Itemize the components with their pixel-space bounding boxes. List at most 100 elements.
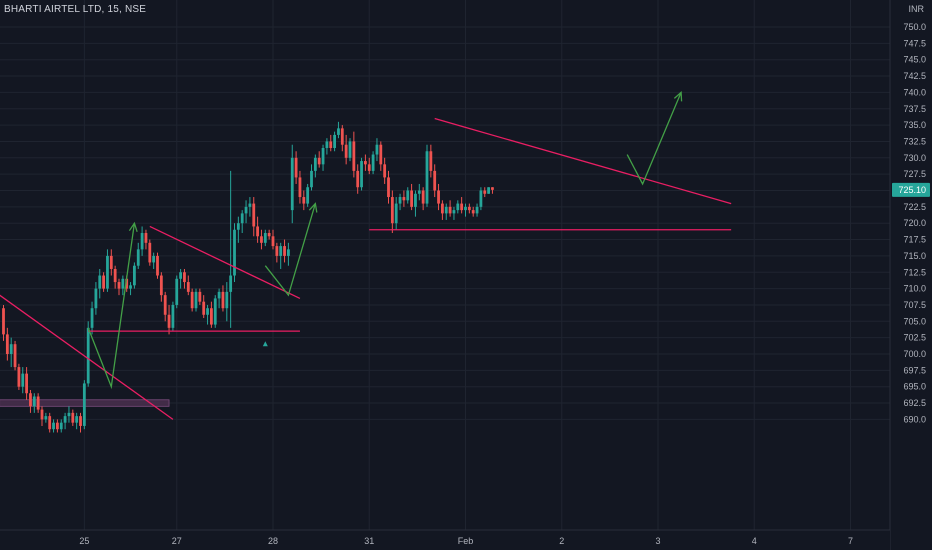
candle[interactable] (82, 380, 86, 430)
trendline[interactable] (0, 294, 174, 420)
candle[interactable] (2, 304, 5, 341)
candle[interactable] (159, 272, 163, 302)
candle[interactable] (471, 206, 475, 217)
candle[interactable] (387, 170, 390, 204)
candle[interactable] (240, 210, 244, 234)
candle[interactable] (186, 275, 190, 296)
candle[interactable] (48, 412, 52, 433)
candle[interactable] (98, 268, 102, 299)
candle[interactable] (333, 131, 336, 152)
candle[interactable] (102, 272, 105, 292)
candle[interactable] (464, 203, 467, 217)
candle[interactable] (229, 170, 233, 328)
candle[interactable] (113, 265, 117, 289)
candle[interactable] (63, 412, 67, 430)
candle[interactable] (379, 141, 383, 171)
candle[interactable] (475, 203, 479, 217)
candle[interactable] (244, 200, 248, 224)
candle[interactable] (248, 197, 252, 217)
candle[interactable] (21, 367, 25, 394)
candle[interactable] (433, 164, 437, 198)
candle[interactable] (483, 187, 487, 198)
candle[interactable] (236, 216, 240, 243)
candle[interactable] (32, 393, 36, 413)
candle[interactable] (163, 291, 167, 322)
candle[interactable] (283, 239, 286, 263)
candle[interactable] (263, 229, 267, 247)
candle[interactable] (13, 340, 17, 371)
candle[interactable] (17, 363, 21, 390)
candle[interactable] (417, 183, 421, 201)
candle[interactable] (340, 125, 344, 152)
candle[interactable] (290, 144, 294, 224)
candle[interactable] (367, 157, 371, 175)
candle[interactable] (121, 275, 125, 296)
candle[interactable] (410, 183, 413, 211)
trendline[interactable] (434, 117, 732, 205)
candle[interactable] (144, 229, 148, 250)
projection-path[interactable] (264, 203, 316, 297)
candle[interactable] (348, 138, 352, 162)
candle[interactable] (140, 226, 144, 256)
candle[interactable] (52, 419, 55, 433)
candle[interactable] (479, 187, 483, 211)
candle[interactable] (9, 337, 13, 368)
candle[interactable] (202, 295, 206, 319)
candle[interactable] (394, 197, 398, 230)
candle[interactable] (487, 187, 490, 194)
candle[interactable] (29, 389, 32, 413)
trendline[interactable] (149, 225, 301, 299)
candle[interactable] (448, 200, 452, 217)
candle[interactable] (233, 223, 236, 283)
candle[interactable] (213, 295, 217, 328)
candle[interactable] (56, 419, 59, 433)
candle[interactable] (313, 154, 317, 178)
candle[interactable] (321, 144, 325, 171)
candle[interactable] (329, 134, 333, 152)
projection-path[interactable] (87, 223, 136, 390)
candle[interactable] (325, 138, 329, 155)
candle[interactable] (383, 157, 387, 184)
candle[interactable] (136, 242, 140, 269)
candle[interactable] (171, 301, 175, 332)
candle[interactable] (67, 406, 71, 423)
candle[interactable] (390, 190, 394, 234)
candle[interactable] (206, 304, 209, 325)
candle[interactable] (310, 164, 313, 191)
candle[interactable] (148, 239, 152, 266)
candle[interactable] (267, 229, 271, 240)
candle[interactable] (129, 282, 132, 296)
candle[interactable] (90, 301, 94, 335)
candle[interactable] (360, 157, 363, 191)
candle[interactable] (460, 197, 464, 214)
candle[interactable] (59, 419, 63, 433)
candle[interactable] (467, 203, 471, 214)
candle[interactable] (306, 183, 310, 207)
candle[interactable] (40, 406, 44, 426)
candle[interactable] (190, 288, 194, 312)
candle[interactable] (279, 242, 283, 269)
candle[interactable] (175, 275, 179, 309)
candle[interactable] (75, 412, 79, 430)
candle[interactable] (256, 216, 259, 243)
candle[interactable] (260, 229, 263, 250)
candle[interactable] (44, 412, 48, 423)
projection-path[interactable] (626, 92, 682, 186)
candle[interactable] (133, 262, 136, 289)
candle[interactable] (210, 301, 213, 328)
candle[interactable] (152, 252, 156, 269)
candle[interactable] (86, 321, 90, 387)
candle[interactable] (156, 252, 159, 279)
candle[interactable] (317, 151, 321, 168)
symbol-title[interactable]: BHARTI AIRTEL LTD, 15, NSE (4, 4, 147, 15)
candle[interactable] (364, 154, 367, 171)
candle[interactable] (79, 412, 82, 433)
candle[interactable] (441, 200, 444, 220)
candle[interactable] (225, 282, 229, 322)
candle[interactable] (406, 187, 410, 204)
candle[interactable] (221, 285, 225, 312)
candle[interactable] (294, 151, 298, 184)
candle[interactable] (298, 170, 302, 204)
